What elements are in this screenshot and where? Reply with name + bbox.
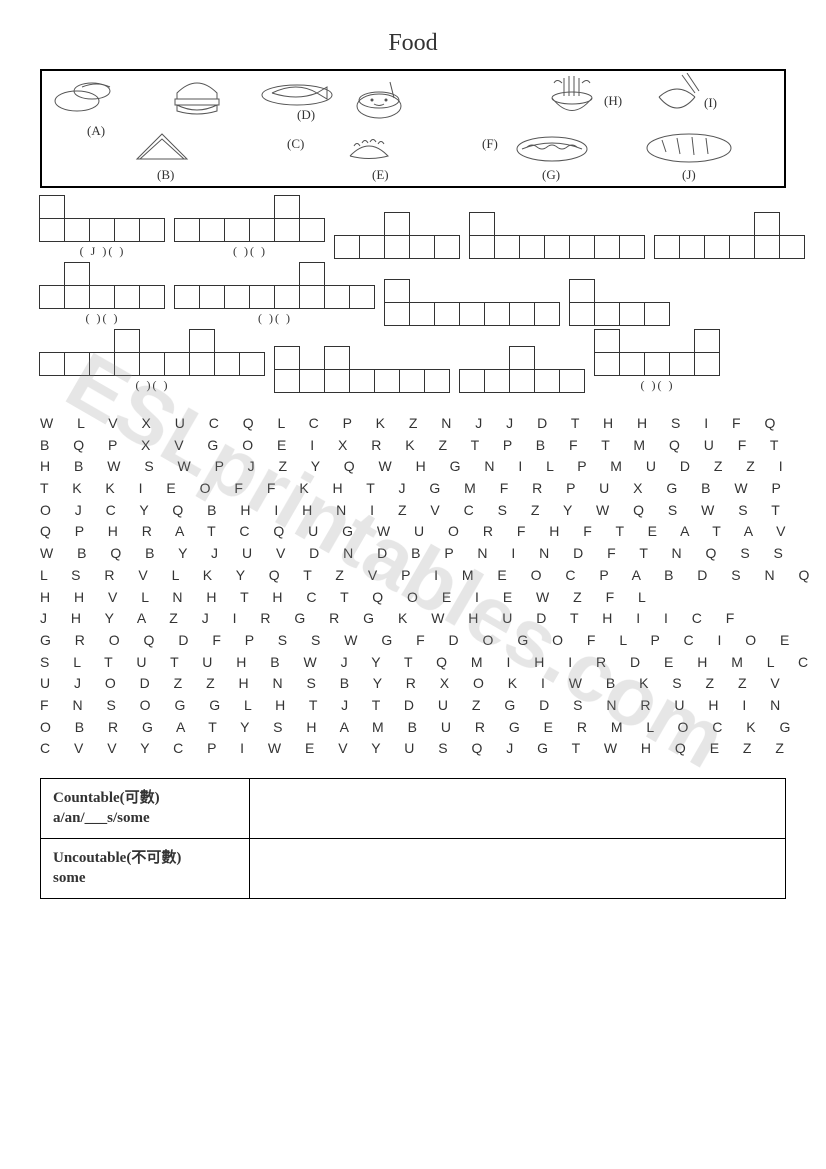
crossword-word[interactable]: ( )( ) (40, 263, 165, 326)
countable-cell[interactable] (249, 779, 785, 839)
sandwich-image (132, 129, 192, 167)
crossword-word[interactable]: ( J )( ) (40, 196, 165, 259)
crossword-word[interactable] (385, 280, 560, 326)
crossword-label: ( )( ) (258, 311, 292, 326)
crossword-word[interactable] (655, 213, 805, 259)
dumpling-image (342, 131, 397, 166)
wordsearch-grid: W L V X U C Q L C P K Z N J J D T H H S … (40, 413, 819, 760)
wordsearch-row: H B W S W P J Z Y Q W H G N I L P M U D … (40, 456, 819, 478)
label-g: (G) (542, 167, 560, 183)
table-row: Countable(可數)a/an/___s/some (41, 779, 786, 839)
crossword-label: ( )( ) (136, 378, 170, 393)
wordsearch-row: Q P H R A T C Q U G W U O R F H F T E A … (40, 521, 819, 543)
table-row: Uncoutable(不可數)some (41, 839, 786, 899)
crossword-word[interactable]: ( )( ) (595, 330, 720, 393)
label-d: (D) (297, 107, 315, 123)
burger-image (167, 71, 227, 121)
crossword-label: ( )( ) (641, 378, 675, 393)
fish-plate-image (257, 73, 337, 108)
wordsearch-row: B Q P X V G O E I X R K Z T P B F T M Q … (40, 435, 819, 457)
wordsearch-row: T K K I E O F F K H T J G M F R P U X G … (40, 478, 819, 500)
crossword-label: ( )( ) (233, 244, 267, 259)
wordsearch-row: H H V L N H T H C T Q O E I E W Z F L (40, 587, 819, 609)
crossword-word[interactable]: ( )( ) (175, 196, 325, 259)
rice-image (647, 73, 707, 121)
label-c: (C) (287, 136, 304, 152)
uncountable-header: Uncoutable(不可數)some (41, 839, 250, 899)
food-image-box: (A) (B) (D) (C) (E) (F) (H) (I) (G) (J) (40, 69, 786, 188)
crossword-word[interactable] (570, 280, 670, 326)
bread-image (642, 126, 737, 168)
wordsearch-row: U J O D Z Z H N S B Y R X O K I W B K S … (40, 673, 819, 695)
wordsearch-row: J H Y A Z J I R G R G K W H U D T H I I … (40, 608, 819, 630)
wordsearch-row: G R O Q D F P S S W G F D O G O F L P C … (40, 630, 819, 652)
wordsearch-row: O J C Y Q B H I H N I Z V C S Z Y W Q S … (40, 500, 819, 522)
label-a: (A) (87, 123, 105, 139)
crossword-word[interactable] (470, 213, 645, 259)
crossword-word[interactable]: ( )( ) (40, 330, 265, 393)
wordsearch-row: W B Q B Y J U V D N D B P N I N D F T N … (40, 543, 819, 565)
wordsearch-row: C V V Y C P I W E V Y U S Q J G T W H Q … (40, 738, 819, 760)
crossword-area: ( J )( ) ( )( ) ( )( ) ( )( ) ( )( ) ( )( ) (40, 196, 786, 393)
wordsearch-row: L S R V L K Y Q T Z V P I M E O C P A B … (40, 565, 819, 587)
crossword-word[interactable] (275, 347, 450, 393)
crossword-word[interactable]: ( )( ) (175, 263, 375, 326)
wordsearch-row: O B R G A T Y S H A M B U R G E R M L O … (40, 717, 819, 739)
soup-image (352, 76, 407, 121)
uncountable-cell[interactable] (249, 839, 785, 899)
wordsearch-row: F N S O G G L H T J T D U Z G D S N R U … (40, 695, 819, 717)
noodle-image (542, 73, 602, 123)
label-j: (J) (682, 167, 696, 183)
label-f: (F) (482, 136, 498, 152)
page-title: Food (40, 30, 786, 57)
sushi-image (52, 73, 122, 118)
label-h: (H) (604, 93, 622, 109)
label-e: (E) (372, 167, 389, 183)
hotdog-image (512, 129, 592, 167)
countable-table: Countable(可數)a/an/___s/some Uncoutable(不… (40, 778, 786, 899)
label-b: (B) (157, 167, 174, 183)
countable-header: Countable(可數)a/an/___s/some (41, 779, 250, 839)
crossword-label: ( J )( ) (80, 244, 126, 259)
wordsearch-row: S L T U T U H B W J Y T Q M I H I R D E … (40, 652, 819, 674)
crossword-label: ( )( ) (86, 311, 120, 326)
wordsearch-row: W L V X U C Q L C P K Z N J J D T H H S … (40, 413, 819, 435)
label-i: (I) (704, 95, 717, 111)
crossword-word[interactable] (460, 347, 585, 393)
crossword-word[interactable] (335, 213, 460, 259)
